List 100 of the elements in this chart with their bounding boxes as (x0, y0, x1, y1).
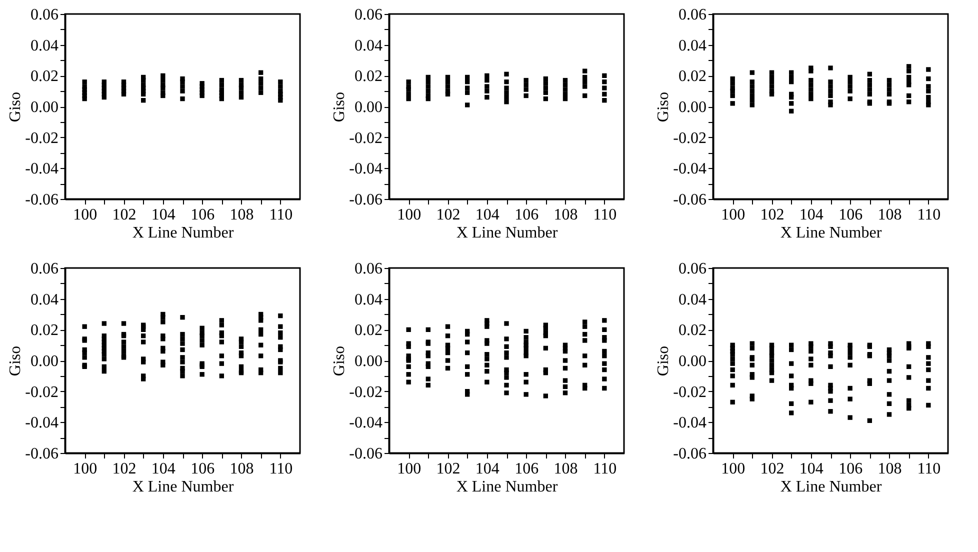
point (524, 87, 528, 92)
x-tick-label: 108 (878, 206, 902, 224)
y-tick-label: -0.02 (349, 384, 382, 401)
point (445, 84, 450, 89)
point (524, 93, 528, 98)
point (543, 76, 548, 82)
y-tick-label: 0.02 (30, 68, 58, 86)
point (543, 96, 548, 102)
x-tick-label: 102 (112, 206, 136, 224)
x-tick-label: 106 (190, 460, 215, 478)
y-tick-label: 0.02 (678, 68, 706, 86)
point (406, 87, 411, 92)
x-tick-label: 106 (514, 206, 539, 224)
y-tick-label: -0.06 (673, 192, 706, 208)
x-tick-label: 104 (151, 206, 176, 224)
x-axis-title: X Line Number (132, 224, 234, 242)
y-tick-label: 0.06 (678, 6, 706, 24)
y-axis-title: Giso (331, 92, 348, 122)
y-tick-label: 0.04 (30, 37, 58, 54)
point (464, 102, 470, 108)
point (602, 86, 607, 90)
x-tick-label: 104 (151, 460, 176, 478)
point (464, 86, 470, 90)
point (426, 88, 431, 94)
y-tick-label: -0.02 (349, 130, 382, 147)
x-tick-label: 104 (799, 460, 824, 478)
x-tick-label: 104 (475, 206, 500, 224)
point (562, 92, 568, 97)
y-tick-label: 0.02 (30, 322, 58, 340)
point (504, 72, 509, 76)
x-tick-label: 110 (269, 460, 293, 478)
x-tick-label: 100 (721, 206, 746, 224)
x-tick-label: 108 (230, 206, 254, 224)
y-tick-label: -0.02 (673, 130, 706, 147)
x-axis-title: X Line Number (456, 224, 558, 242)
point (445, 79, 450, 84)
x-tick-label: 110 (917, 460, 941, 478)
y-tick-label: 0.04 (678, 291, 706, 308)
y-tick-label: 0.06 (354, 260, 382, 278)
y-tick-label: 0.06 (30, 260, 58, 278)
x-tick-label: 106 (838, 206, 863, 224)
point (524, 78, 528, 83)
point (464, 90, 470, 95)
y-tick-label: 0.00 (678, 99, 706, 116)
y-tick-label: -0.04 (349, 414, 382, 432)
point (406, 96, 411, 102)
x-tick-label: 104 (799, 206, 824, 224)
point (406, 79, 411, 84)
point (504, 94, 509, 100)
point (445, 92, 450, 97)
y-tick-label: -0.02 (25, 130, 58, 147)
x-axis-title: X Line Number (780, 478, 882, 496)
y-tick-label: 0.04 (30, 291, 58, 308)
y-tick-label: 0.00 (30, 99, 58, 116)
x-tick-label: 102 (760, 206, 784, 224)
x-tick-label: 100 (73, 206, 98, 224)
point (582, 84, 588, 89)
y-tick-label: -0.04 (349, 160, 382, 178)
point (504, 86, 509, 90)
point (582, 68, 588, 74)
y-tick-label: -0.06 (25, 192, 58, 208)
point (406, 92, 411, 97)
point (602, 79, 607, 84)
point (562, 78, 568, 83)
point (582, 74, 588, 80)
y-tick-label: -0.02 (25, 384, 58, 401)
y-tick-label: 0.06 (354, 6, 382, 24)
x-tick-label: 106 (514, 460, 539, 478)
y-tick-label: 0.00 (678, 353, 706, 370)
x-tick-label: 108 (554, 460, 578, 478)
x-axis-title: X Line Number (780, 224, 882, 242)
point (543, 90, 548, 95)
point (602, 92, 607, 97)
y-tick-label: 0.00 (354, 353, 382, 370)
x-tick-label: 110 (593, 206, 617, 224)
y-axis-title: Giso (331, 346, 348, 376)
y-tick-label: -0.04 (25, 160, 58, 178)
point (504, 90, 509, 95)
y-tick-label: 0.04 (354, 291, 382, 308)
x-tick-label: 106 (190, 206, 215, 224)
y-tick-label: 0.06 (678, 260, 706, 278)
point (426, 84, 431, 89)
y-tick-label: -0.04 (673, 414, 706, 432)
point (426, 79, 431, 84)
point (562, 87, 568, 92)
point (504, 100, 509, 104)
x-tick-label: 102 (760, 460, 784, 478)
y-tick-label: -0.04 (673, 160, 706, 178)
point (445, 74, 450, 80)
point (484, 94, 490, 100)
y-tick-label: -0.06 (673, 446, 706, 462)
y-axis-title: Giso (655, 92, 672, 122)
x-tick-label: 110 (593, 460, 617, 478)
point (602, 98, 607, 103)
x-tick-label: 102 (112, 460, 136, 478)
x-axis-title: X Line Number (456, 478, 558, 496)
x-tick-label: 104 (475, 460, 500, 478)
point (602, 73, 607, 78)
y-tick-label: -0.06 (349, 446, 382, 462)
y-tick-label: 0.04 (354, 37, 382, 54)
